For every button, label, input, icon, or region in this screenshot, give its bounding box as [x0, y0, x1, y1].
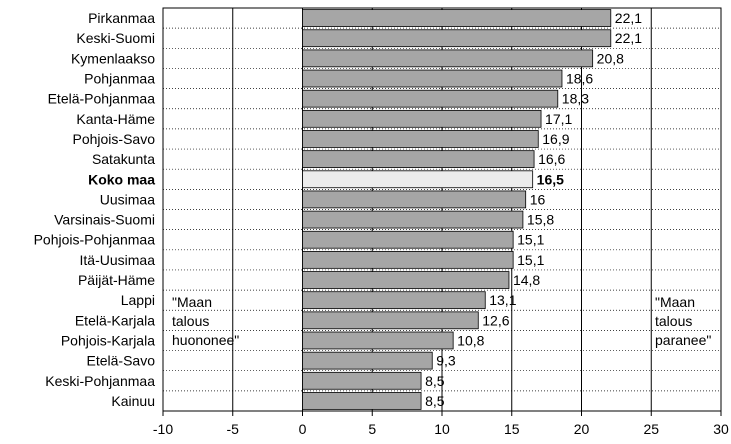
annotation-right-line: talous	[655, 313, 692, 329]
bar	[302, 210, 524, 229]
category-label: Pohjois-Karjala	[61, 332, 155, 348]
x-tick-label: 20	[574, 421, 590, 437]
bar	[302, 89, 559, 108]
bar	[302, 109, 542, 128]
x-tick-label: 5	[368, 421, 376, 437]
category-label: Kymenlaakso	[71, 50, 155, 66]
annotation-left-line: talous	[172, 313, 209, 329]
bar	[302, 311, 479, 330]
annotation-right-line: paranee"	[655, 332, 711, 348]
category-label: Kanta-Häme	[76, 111, 155, 127]
category-label: Etelä-Karjala	[75, 312, 155, 328]
category-label: Lappi	[121, 292, 155, 308]
value-label: 15,1	[517, 252, 544, 268]
annotation-left-line: "Maan	[172, 294, 212, 310]
value-label: 16,5	[537, 171, 564, 187]
annotation-left-line: huononee"	[172, 332, 239, 348]
x-axis-ticks: -10 -5 0 5 10 15 20 25 30	[153, 411, 729, 437]
value-label: 20,8	[597, 50, 624, 66]
value-label: 16	[530, 191, 546, 207]
category-label: Etelä-Savo	[87, 353, 156, 369]
bar	[302, 230, 514, 249]
value-label: 15,1	[517, 232, 544, 248]
value-label: 18,6	[566, 71, 593, 87]
x-tick-label: 25	[643, 421, 659, 437]
value-label: 10,8	[457, 332, 484, 348]
value-label: 15,8	[527, 212, 554, 228]
labels-layer: Pirkanmaa 22,1 Keski-Suomi 22,1 Kymenlaakso 2…	[34, 10, 643, 409]
bar	[302, 271, 510, 289]
bar	[302, 150, 535, 168]
value-label: 12,6	[482, 312, 509, 328]
bar	[302, 371, 422, 390]
category-label: Pohjois-Pohjanmaa	[34, 232, 156, 248]
x-tick-label: 30	[713, 421, 729, 437]
value-label: 17,1	[545, 111, 572, 127]
value-label: 22,1	[615, 30, 642, 46]
value-label: 13,1	[489, 292, 516, 308]
value-label: 9,3	[436, 353, 456, 369]
bar	[302, 291, 486, 310]
category-label: Etelä-Pohjanmaa	[48, 91, 156, 107]
annotations: "Maan talous huononee" "Maan talous paranee"	[172, 294, 711, 348]
category-label: Varsinais-Suomi	[54, 212, 155, 228]
x-tick-label: -5	[227, 421, 240, 437]
x-tick-label: 10	[434, 421, 450, 437]
annotation-right-line: "Maan	[655, 294, 695, 310]
category-label: Satakunta	[92, 151, 155, 167]
category-label: Pirkanmaa	[88, 10, 155, 26]
value-label: 18,3	[562, 91, 589, 107]
value-label: 22,1	[615, 10, 642, 26]
value-label: 14,8	[513, 272, 540, 288]
category-label: Keski-Pohjanmaa	[45, 373, 155, 389]
value-label: 8,5	[425, 393, 445, 409]
x-tick-label: 15	[504, 421, 520, 437]
bar	[302, 331, 454, 350]
bar	[302, 9, 612, 27]
category-label: Keski-Suomi	[76, 30, 155, 46]
grid-layer	[162, 7, 722, 412]
category-label: Uusimaa	[100, 191, 155, 207]
bar	[302, 392, 422, 410]
category-label: Koko maa	[88, 171, 155, 187]
category-label: Pohjanmaa	[84, 71, 155, 87]
bar	[302, 69, 563, 88]
category-label: Itä-Uusimaa	[80, 252, 156, 268]
bar	[302, 351, 433, 370]
value-label: 16,6	[538, 151, 565, 167]
category-label: Kainuu	[111, 393, 155, 409]
bar	[302, 49, 594, 68]
x-tick-label: -10	[153, 421, 173, 437]
bar	[302, 29, 612, 48]
bars-layer	[302, 9, 612, 410]
category-label: Pohjois-Savo	[73, 131, 156, 147]
bar	[302, 251, 514, 269]
bar-highlight	[302, 170, 534, 189]
x-tick-label: 0	[299, 421, 307, 437]
bar	[302, 130, 539, 148]
category-label: Päijät-Häme	[78, 272, 155, 288]
value-label: 8,5	[425, 373, 445, 389]
bar	[302, 190, 527, 209]
value-label: 16,9	[542, 131, 569, 147]
